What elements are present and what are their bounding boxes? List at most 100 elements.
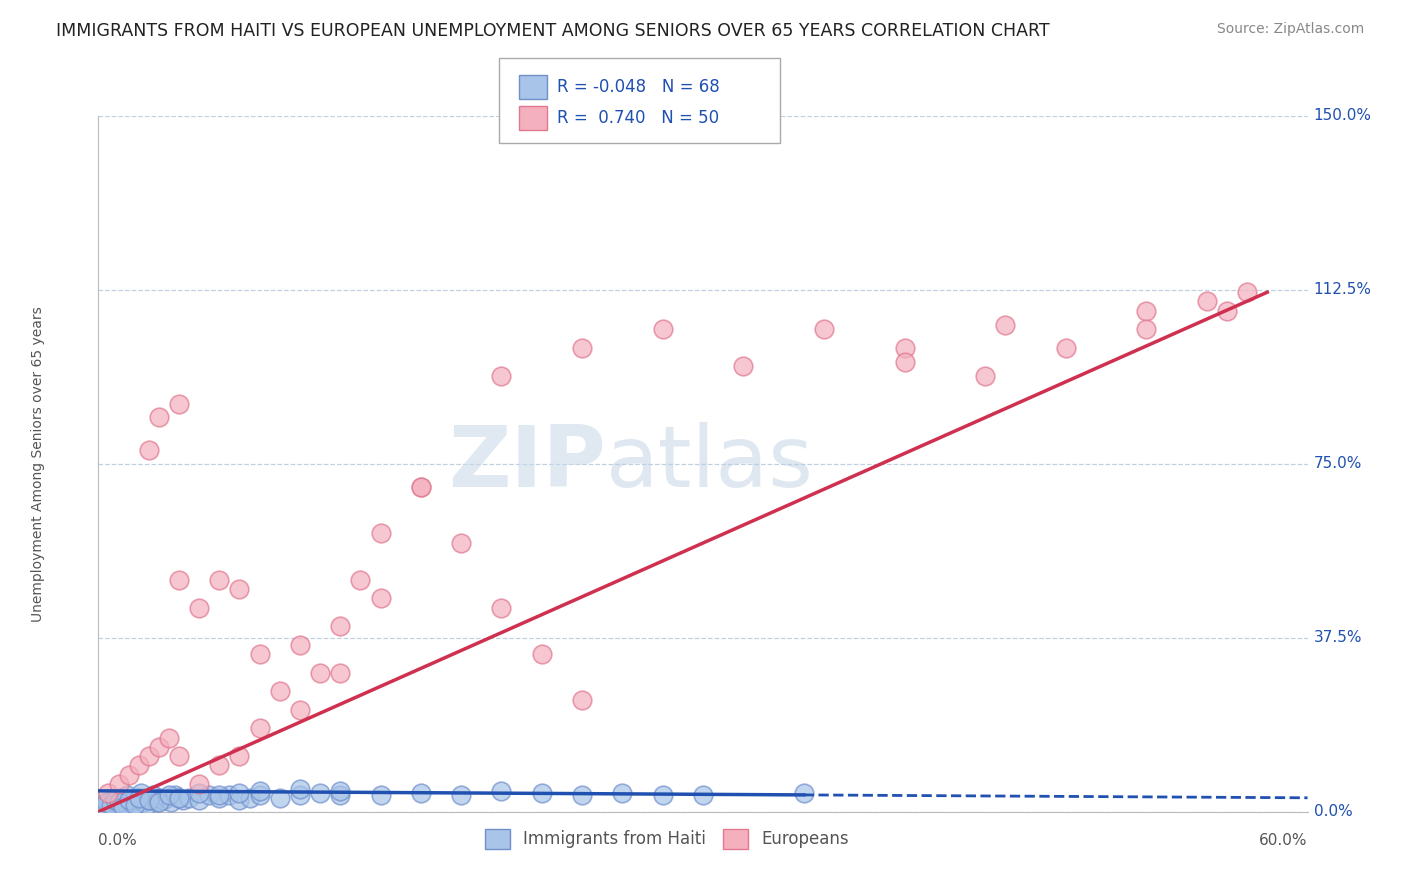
Point	[188, 786, 211, 800]
Point	[269, 684, 291, 698]
Point	[188, 777, 211, 791]
Point	[571, 789, 593, 803]
Point	[692, 789, 714, 803]
Point	[148, 790, 170, 805]
Point	[188, 600, 211, 615]
Point	[1135, 303, 1157, 318]
Point	[893, 341, 915, 355]
Point	[651, 322, 673, 336]
Point	[309, 665, 332, 680]
Point	[114, 797, 136, 812]
Text: 0.0%: 0.0%	[98, 832, 138, 847]
Point	[329, 619, 352, 633]
Point	[129, 786, 152, 800]
Point	[1054, 341, 1077, 355]
Point	[994, 318, 1017, 332]
Text: R = -0.048   N = 68: R = -0.048 N = 68	[557, 78, 720, 96]
Point	[134, 790, 156, 805]
Point	[163, 789, 186, 803]
Point	[288, 703, 311, 717]
Point	[288, 789, 311, 803]
Point	[1236, 285, 1258, 300]
Point	[111, 800, 134, 814]
Point	[107, 797, 129, 812]
Point	[249, 784, 271, 798]
Point	[409, 480, 432, 494]
Point	[138, 749, 160, 764]
Point	[148, 410, 170, 425]
Point	[152, 793, 174, 807]
Point	[96, 796, 118, 810]
Point	[269, 790, 291, 805]
Point	[329, 789, 352, 803]
Text: 112.5%: 112.5%	[1313, 283, 1372, 297]
Point	[208, 758, 231, 772]
Point	[157, 789, 180, 803]
Point	[132, 796, 155, 810]
Point	[138, 442, 160, 457]
Point	[208, 789, 231, 803]
Point	[1195, 294, 1218, 309]
Point	[218, 789, 240, 803]
Point	[329, 665, 352, 680]
Point	[107, 796, 129, 810]
Point	[450, 789, 472, 803]
Point	[103, 793, 125, 807]
Point	[118, 793, 141, 807]
Point	[110, 790, 132, 805]
Point	[813, 322, 835, 336]
Point	[228, 793, 250, 807]
Point	[1216, 303, 1239, 318]
Text: 75.0%: 75.0%	[1313, 457, 1362, 471]
Point	[97, 796, 120, 810]
Text: Source: ZipAtlas.com: Source: ZipAtlas.com	[1216, 22, 1364, 37]
Point	[208, 573, 231, 587]
Point	[179, 790, 201, 805]
Point	[370, 591, 392, 606]
Point	[111, 796, 134, 810]
Text: IMMIGRANTS FROM HAITI VS EUROPEAN UNEMPLOYMENT AMONG SENIORS OVER 65 YEARS CORRE: IMMIGRANTS FROM HAITI VS EUROPEAN UNEMPL…	[56, 22, 1050, 40]
Point	[208, 790, 231, 805]
Point	[228, 786, 250, 800]
Point	[349, 573, 371, 587]
Point	[198, 789, 221, 803]
Point	[249, 647, 271, 661]
Point	[571, 341, 593, 355]
Text: ZIP: ZIP	[449, 422, 606, 506]
Point	[167, 790, 190, 805]
Point	[148, 796, 170, 810]
Point	[893, 355, 915, 369]
Point	[409, 786, 432, 800]
Point	[167, 749, 190, 764]
Text: 37.5%: 37.5%	[1313, 631, 1362, 645]
Text: 150.0%: 150.0%	[1313, 109, 1372, 123]
Point	[121, 797, 143, 812]
Point	[309, 786, 332, 800]
Point	[288, 781, 311, 796]
Point	[530, 786, 553, 800]
Point	[120, 796, 142, 810]
Point	[491, 368, 513, 383]
Point	[107, 777, 129, 791]
Point	[115, 789, 138, 803]
Point	[530, 647, 553, 661]
Point	[135, 797, 157, 812]
Point	[167, 573, 190, 587]
Point	[128, 758, 150, 772]
Point	[228, 749, 250, 764]
Text: 60.0%: 60.0%	[1260, 832, 1308, 847]
Point	[124, 797, 146, 812]
Point	[228, 582, 250, 596]
Point	[105, 793, 128, 807]
Point	[146, 796, 169, 810]
Point	[160, 796, 183, 810]
Point	[142, 789, 165, 803]
Point	[793, 786, 815, 800]
Text: atlas: atlas	[606, 422, 814, 506]
Point	[118, 767, 141, 781]
Point	[100, 797, 122, 812]
Text: Unemployment Among Seniors over 65 years: Unemployment Among Seniors over 65 years	[31, 306, 45, 622]
Point	[148, 739, 170, 754]
Point	[370, 789, 392, 803]
Point	[97, 786, 120, 800]
